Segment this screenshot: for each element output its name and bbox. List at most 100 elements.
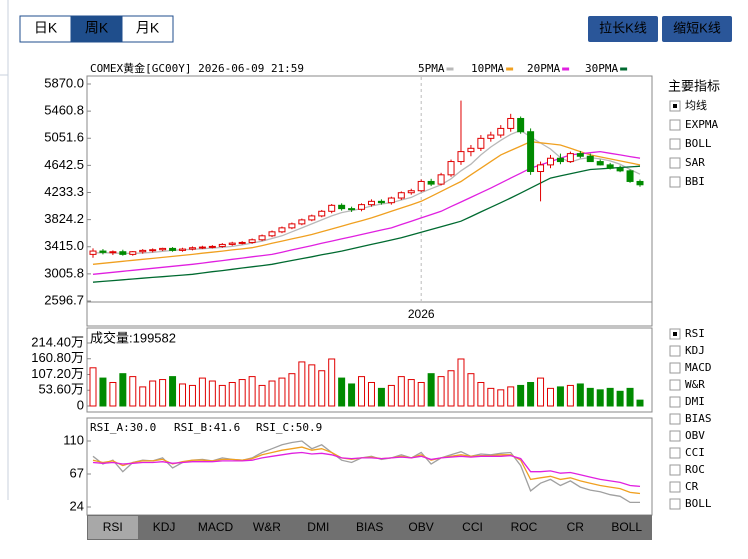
indicator-label[interactable]: MACD bbox=[685, 361, 712, 374]
indicator-label[interactable]: CCI bbox=[685, 446, 705, 459]
volume-bar bbox=[169, 376, 177, 407]
indicator-label[interactable]: OBV bbox=[685, 429, 705, 442]
period-tab-label[interactable]: 周K bbox=[85, 20, 109, 36]
candle-body bbox=[238, 241, 246, 244]
indicator-checkbox[interactable] bbox=[669, 176, 681, 188]
zoom-button-label[interactable]: 缩短K线 bbox=[673, 20, 721, 35]
period-tab[interactable] bbox=[121, 15, 174, 43]
indicator-checkbox[interactable] bbox=[669, 345, 681, 357]
indicator-label[interactable]: EXPMA bbox=[685, 118, 718, 131]
candle-body bbox=[596, 161, 604, 166]
indicator-label[interactable]: RSI bbox=[685, 327, 705, 340]
volume-bar bbox=[258, 384, 266, 407]
bottom-tab-active[interactable] bbox=[88, 516, 138, 539]
zoom-button[interactable] bbox=[662, 16, 732, 42]
volume-bar bbox=[89, 367, 97, 407]
bottom-tab-label[interactable]: BOLL bbox=[611, 520, 642, 534]
volume-bar bbox=[179, 383, 187, 407]
bottom-tab-label[interactable]: MACD bbox=[198, 520, 234, 534]
indicator-label[interactable]: W&R bbox=[685, 378, 705, 391]
indicator-checkbox[interactable] bbox=[669, 481, 681, 493]
chart-title: 成交量:199582 bbox=[90, 330, 176, 345]
volume-bar bbox=[596, 389, 604, 407]
indicator-label[interactable]: ROC bbox=[685, 463, 705, 476]
indicator-checkbox[interactable] bbox=[669, 119, 681, 131]
legend-label: 20PMA bbox=[527, 62, 560, 75]
rsi-line bbox=[92, 446, 641, 495]
price-frame bbox=[86, 75, 653, 303]
zoom-button[interactable] bbox=[588, 16, 658, 42]
candle-body bbox=[556, 157, 564, 163]
candle-body bbox=[387, 197, 395, 204]
candle-body bbox=[527, 131, 535, 173]
period-tab[interactable] bbox=[70, 15, 123, 43]
candle-body bbox=[447, 161, 455, 176]
volume-bar bbox=[288, 373, 296, 407]
candle-body bbox=[348, 208, 356, 211]
indicator-checkbox[interactable] bbox=[669, 396, 681, 408]
indicator-checkbox[interactable] bbox=[669, 379, 681, 391]
y-tick-label: 3005.8 bbox=[44, 265, 84, 280]
zoom-button-label[interactable]: 拉长K线 bbox=[599, 20, 647, 35]
chart-title: COMEX黄金[GC00Y] 2026-06-09 21:59 bbox=[90, 61, 304, 75]
volume-bar bbox=[586, 387, 594, 407]
volume-bar bbox=[427, 373, 435, 407]
indicator-checkbox[interactable] bbox=[669, 138, 681, 150]
bottom-tab-label[interactable]: ROC bbox=[511, 520, 538, 534]
indicator-label[interactable]: 均线 bbox=[685, 98, 707, 112]
indicator-checkbox[interactable] bbox=[669, 157, 681, 169]
candle-body bbox=[139, 249, 147, 253]
indicator-checkbox[interactable] bbox=[669, 362, 681, 374]
bottom-tab-label[interactable]: KDJ bbox=[153, 520, 176, 534]
indicator-label[interactable]: DMI bbox=[685, 395, 705, 408]
indicator-checkbox[interactable] bbox=[669, 447, 681, 459]
candle-body bbox=[487, 134, 495, 139]
indicator-checkbox[interactable] bbox=[669, 413, 681, 425]
x-tick-label: 2026 bbox=[408, 307, 435, 321]
volume-bar bbox=[467, 373, 475, 407]
volume-bar bbox=[616, 390, 624, 407]
ma-line bbox=[92, 165, 641, 283]
bottom-tab-label[interactable]: CCI bbox=[462, 520, 483, 534]
bottom-tab-label[interactable]: DMI bbox=[307, 520, 329, 534]
candle-body bbox=[278, 227, 286, 233]
indicator-check bbox=[673, 332, 677, 336]
candle-body bbox=[169, 247, 177, 251]
bottom-tab-label[interactable]: OBV bbox=[408, 520, 433, 534]
bottom-tab-label[interactable]: BIAS bbox=[356, 520, 383, 534]
volume-bar bbox=[447, 370, 455, 407]
indicator-checkbox[interactable] bbox=[669, 498, 681, 510]
volume-bar bbox=[387, 384, 395, 407]
y-tick-label: 4642.5 bbox=[44, 157, 84, 172]
volume-bar bbox=[546, 387, 554, 407]
volume-bar bbox=[159, 379, 167, 407]
indicator-checkbox[interactable] bbox=[669, 464, 681, 476]
indicator-label[interactable]: BOLL bbox=[685, 497, 712, 510]
period-tab-label[interactable]: 日K bbox=[34, 20, 58, 36]
volume-bar bbox=[606, 387, 614, 407]
bottom-tab-label[interactable]: RSI bbox=[103, 520, 123, 534]
volume-bar bbox=[139, 386, 147, 407]
indicator-label[interactable]: CR bbox=[685, 480, 699, 493]
volume-bar bbox=[308, 364, 316, 407]
bottom-tab-label[interactable]: W&R bbox=[253, 520, 281, 534]
indicator-label[interactable]: SAR bbox=[685, 156, 705, 169]
indicator-label[interactable]: KDJ bbox=[685, 344, 705, 357]
candle-body bbox=[179, 248, 187, 251]
volume-bar bbox=[298, 361, 306, 407]
candle-body bbox=[328, 204, 336, 212]
candle-body bbox=[477, 137, 485, 149]
indicator-checkbox[interactable] bbox=[669, 430, 681, 442]
candle-body bbox=[566, 153, 574, 163]
indicator-label[interactable]: BBI bbox=[685, 175, 705, 188]
indicator-label[interactable]: BIAS bbox=[685, 412, 712, 425]
indicator-label[interactable]: BOLL bbox=[685, 137, 712, 150]
volume-bar bbox=[576, 383, 584, 407]
volume-bar bbox=[626, 387, 634, 407]
volume-bar bbox=[457, 358, 465, 407]
volume-bar bbox=[566, 384, 574, 407]
period-tab-label[interactable]: 月K bbox=[136, 20, 160, 36]
volume-bar bbox=[556, 386, 564, 407]
bottom-tab-label[interactable]: CR bbox=[567, 520, 585, 534]
